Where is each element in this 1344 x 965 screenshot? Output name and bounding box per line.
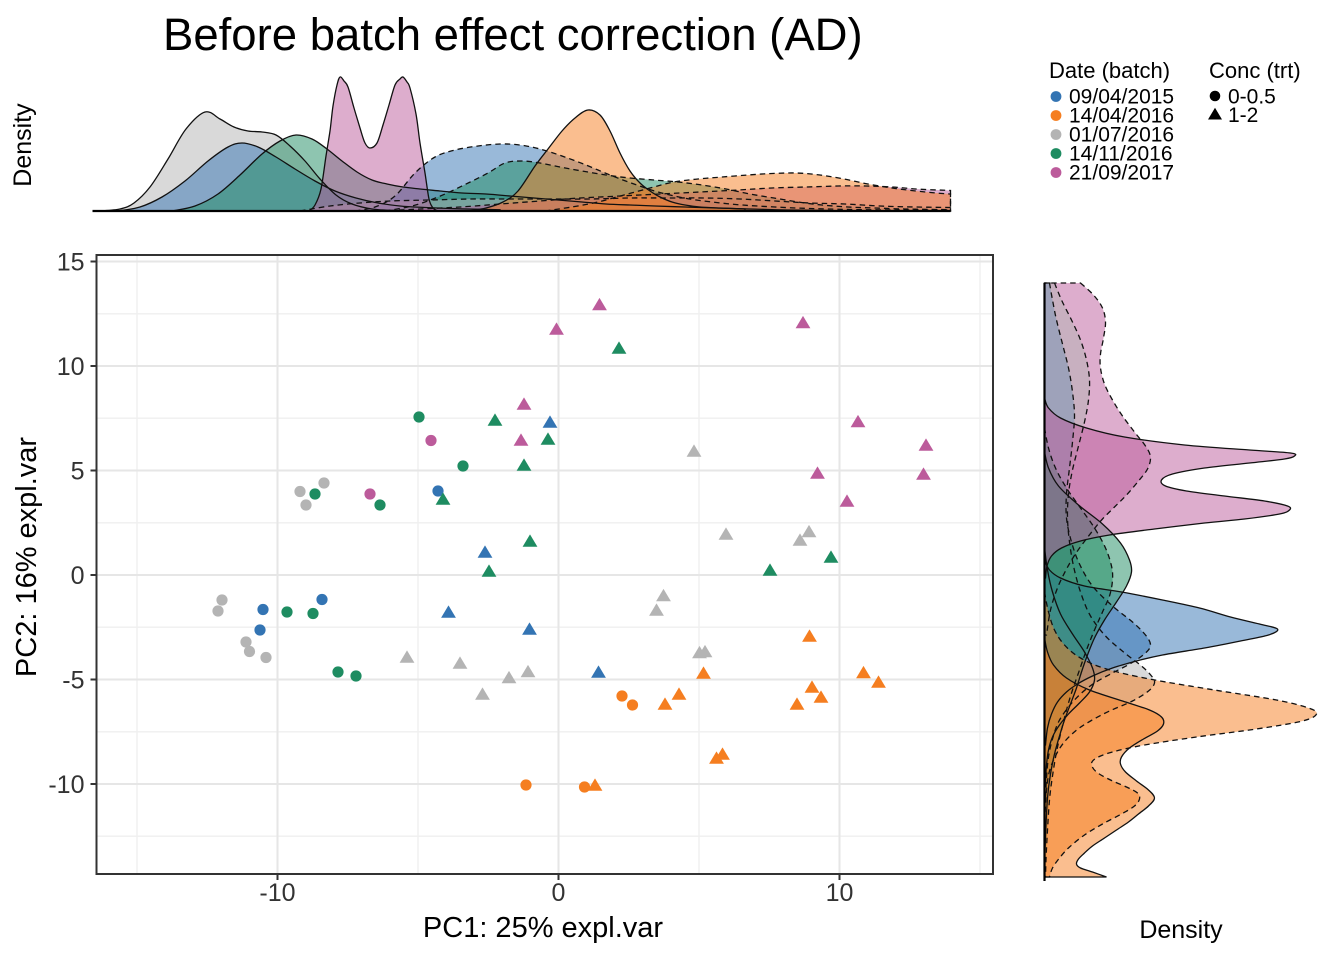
svg-text:0: 0 xyxy=(552,879,566,907)
svg-text:PC1: 25% expl.var: PC1: 25% expl.var xyxy=(423,912,664,944)
svg-text:1-2: 1-2 xyxy=(1228,104,1258,127)
svg-text:0: 0 xyxy=(71,562,85,590)
svg-text:PC2: 16% expl.var: PC2: 16% expl.var xyxy=(11,437,43,678)
svg-text:Date (batch): Date (batch) xyxy=(1049,58,1170,83)
svg-text:09/04/2015: 09/04/2015 xyxy=(1069,86,1174,109)
svg-text:01/07/2016: 01/07/2016 xyxy=(1069,124,1174,147)
svg-text:10: 10 xyxy=(826,879,854,907)
svg-text:10: 10 xyxy=(57,353,85,381)
svg-text:0-0.5: 0-0.5 xyxy=(1228,86,1276,109)
svg-text:15: 15 xyxy=(57,249,85,277)
svg-text:21/09/2017: 21/09/2017 xyxy=(1069,162,1174,185)
svg-text:-5: -5 xyxy=(62,667,84,695)
svg-text:-10: -10 xyxy=(259,879,295,907)
svg-text:14/11/2016: 14/11/2016 xyxy=(1069,143,1173,166)
svg-text:Before batch effect correction: Before batch effect correction (AD) xyxy=(163,9,863,60)
svg-text:Density: Density xyxy=(1139,916,1223,944)
svg-text:Conc (trt): Conc (trt) xyxy=(1209,58,1301,83)
svg-text:Density: Density xyxy=(9,103,37,187)
svg-text:5: 5 xyxy=(71,458,85,486)
svg-text:-10: -10 xyxy=(48,771,84,799)
svg-text:14/04/2016: 14/04/2016 xyxy=(1069,105,1174,128)
